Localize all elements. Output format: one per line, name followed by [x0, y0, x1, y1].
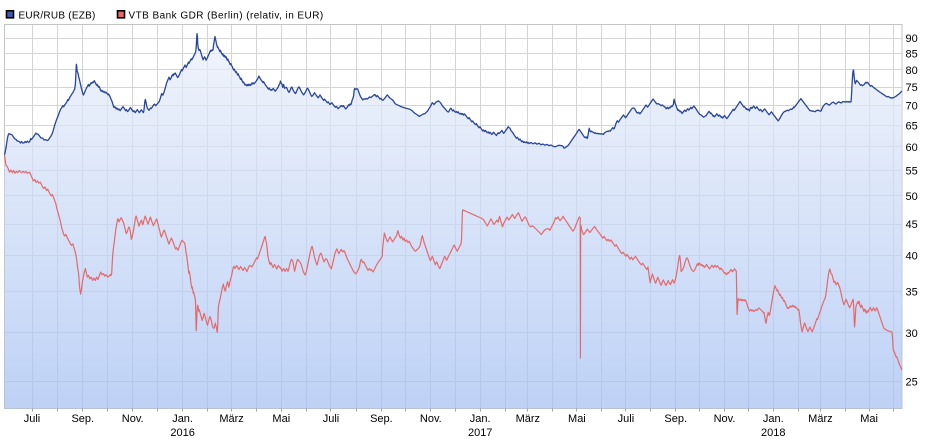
svg-text:März: März: [808, 413, 832, 425]
svg-text:2017: 2017: [468, 427, 492, 439]
svg-text:März: März: [219, 413, 243, 425]
svg-text:90: 90: [906, 33, 918, 45]
svg-text:EUR/RUB (EZB): EUR/RUB (EZB): [19, 10, 96, 21]
svg-text:25: 25: [906, 377, 918, 389]
svg-text:Nov.: Nov.: [420, 413, 442, 425]
svg-text:Sep.: Sep.: [370, 413, 393, 425]
svg-text:März: März: [516, 413, 540, 425]
svg-text:65: 65: [906, 121, 918, 133]
svg-text:Juli: Juli: [618, 413, 635, 425]
svg-text:45: 45: [906, 219, 918, 231]
svg-text:VTB Bank GDR (Berlin) (relativ: VTB Bank GDR (Berlin) (relativ, in EUR): [129, 10, 324, 21]
svg-text:50: 50: [906, 191, 918, 203]
svg-text:Sep.: Sep.: [71, 413, 94, 425]
svg-text:40: 40: [906, 251, 918, 263]
svg-text:55: 55: [906, 165, 918, 177]
svg-text:2018: 2018: [761, 427, 785, 439]
svg-text:Juli: Juli: [24, 413, 41, 425]
svg-text:Sep.: Sep.: [664, 413, 687, 425]
svg-text:30: 30: [906, 328, 918, 340]
svg-text:70: 70: [906, 101, 918, 113]
svg-text:Mai: Mai: [860, 413, 878, 425]
svg-text:Nov.: Nov.: [714, 413, 736, 425]
svg-text:Mai: Mai: [272, 413, 290, 425]
svg-text:35: 35: [906, 287, 918, 299]
svg-text:Jan.: Jan.: [470, 413, 491, 425]
svg-text:60: 60: [906, 142, 918, 154]
svg-text:2016: 2016: [170, 427, 194, 439]
svg-text:Mai: Mai: [568, 413, 586, 425]
svg-text:80: 80: [906, 65, 918, 77]
svg-text:85: 85: [906, 49, 918, 61]
svg-text:Jan.: Jan.: [172, 413, 193, 425]
svg-text:Nov.: Nov.: [122, 413, 144, 425]
svg-text:75: 75: [906, 82, 918, 94]
svg-text:Juli: Juli: [323, 413, 340, 425]
svg-text:Jan.: Jan.: [763, 413, 784, 425]
